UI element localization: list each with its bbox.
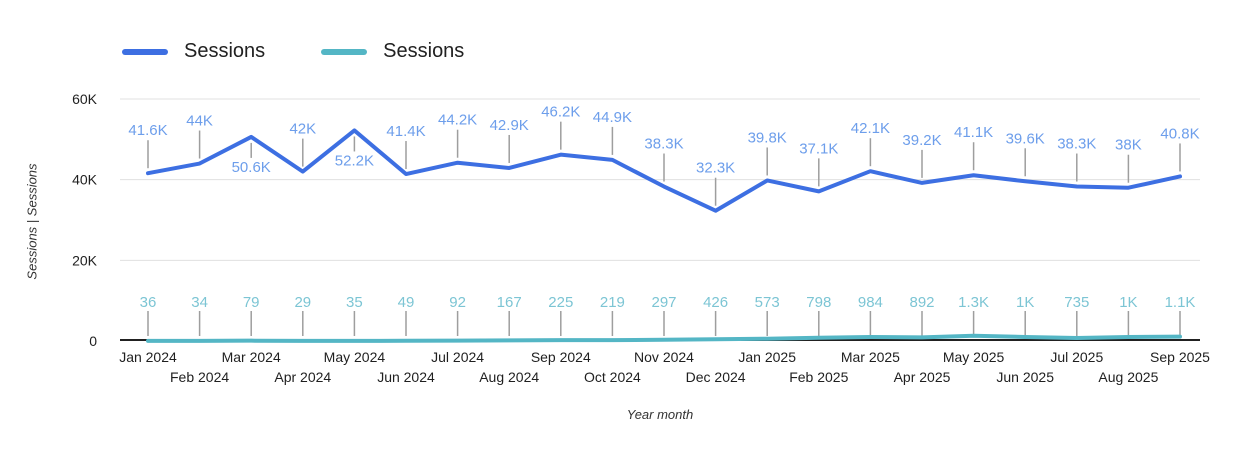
data-label: 1K bbox=[1016, 294, 1034, 311]
legend-item-sessions-2[interactable]: Sessions bbox=[321, 40, 464, 63]
data-label: 44.9K bbox=[593, 109, 632, 126]
data-label: 984 bbox=[858, 294, 883, 311]
data-label: 39.2K bbox=[902, 132, 941, 149]
y-axis-title: Sessions | Sessions bbox=[24, 163, 40, 280]
data-label: 167 bbox=[497, 294, 522, 311]
legend-swatch-blue bbox=[122, 48, 168, 55]
y-tick-label: 60K bbox=[72, 91, 98, 107]
y-tick-label: 0 bbox=[89, 333, 97, 349]
x-tick-label: Jun 2025 bbox=[996, 369, 1054, 385]
x-tick-label: May 2025 bbox=[943, 349, 1005, 365]
data-label: 1.1K bbox=[1165, 294, 1196, 311]
x-tick-label: May 2024 bbox=[324, 349, 386, 365]
x-tick-label: Jul 2025 bbox=[1050, 349, 1103, 365]
x-tick-label: Sep 2025 bbox=[1150, 349, 1210, 365]
chart-legend: Sessions Sessions bbox=[122, 40, 464, 63]
data-label: 42.1K bbox=[851, 120, 890, 137]
data-label: 50.6K bbox=[232, 159, 271, 176]
x-tick-label: Apr 2025 bbox=[894, 369, 951, 385]
series-line-sessions-blue[interactable] bbox=[146, 128, 1182, 213]
x-tick-label: Dec 2024 bbox=[686, 369, 746, 385]
series-line-sessions-teal[interactable] bbox=[146, 333, 1182, 343]
data-label: 52.2K bbox=[335, 152, 374, 169]
legend-label: Sessions bbox=[383, 40, 465, 62]
x-tick-label: Aug 2024 bbox=[479, 369, 539, 385]
data-label: 219 bbox=[600, 294, 625, 311]
data-label: 1.3K bbox=[958, 294, 989, 311]
data-label: 38.3K bbox=[644, 136, 683, 153]
data-label: 29 bbox=[294, 294, 311, 311]
x-tick-label: Sep 2024 bbox=[531, 349, 591, 365]
data-label: 36 bbox=[140, 294, 157, 311]
data-label: 225 bbox=[548, 294, 573, 311]
data-label: 41.1K bbox=[954, 124, 993, 141]
data-label: 32.3K bbox=[696, 160, 735, 177]
x-tick-label: Feb 2024 bbox=[170, 369, 229, 385]
data-label: 41.4K bbox=[386, 123, 425, 140]
data-label: 297 bbox=[651, 294, 676, 311]
legend-swatch-teal bbox=[321, 48, 368, 55]
x-tick-label: Apr 2024 bbox=[274, 369, 331, 385]
x-tick-label: Mar 2024 bbox=[222, 349, 281, 365]
data-label: 92 bbox=[449, 294, 466, 311]
data-label: 426 bbox=[703, 294, 728, 311]
x-tick-label: Nov 2024 bbox=[634, 349, 694, 365]
data-label: 39.6K bbox=[1006, 130, 1045, 147]
data-label: 49 bbox=[398, 294, 415, 311]
data-label: 44.2K bbox=[438, 112, 477, 129]
x-tick-label: Aug 2025 bbox=[1098, 369, 1158, 385]
y-tick-label: 40K bbox=[72, 172, 98, 188]
legend-label: Sessions bbox=[184, 40, 266, 62]
data-label: 37.1K bbox=[799, 140, 838, 157]
data-label: 46.2K bbox=[541, 104, 580, 121]
data-label: 39.8K bbox=[748, 129, 787, 146]
x-tick-label: Feb 2025 bbox=[789, 369, 848, 385]
data-label: 38K bbox=[1115, 137, 1142, 154]
x-tick-label: Jul 2024 bbox=[431, 349, 484, 365]
x-axis-title: Year month bbox=[626, 407, 694, 422]
x-tick-label: Mar 2025 bbox=[841, 349, 900, 365]
data-label: 79 bbox=[243, 294, 260, 311]
x-tick-label: Jun 2024 bbox=[377, 369, 435, 385]
x-tick-label: Jan 2024 bbox=[119, 349, 177, 365]
data-label: 42.9K bbox=[490, 117, 529, 134]
data-label: 42K bbox=[289, 121, 316, 138]
x-tick-label: Jan 2025 bbox=[738, 349, 796, 365]
data-label: 735 bbox=[1064, 294, 1089, 311]
data-label: 892 bbox=[909, 294, 934, 311]
data-label: 40.8K bbox=[1160, 125, 1199, 142]
data-label: 1K bbox=[1119, 294, 1137, 311]
data-label: 38.3K bbox=[1057, 136, 1096, 153]
x-tick-label: Oct 2024 bbox=[584, 369, 641, 385]
data-label: 573 bbox=[755, 294, 780, 311]
legend-item-sessions-1[interactable]: Sessions bbox=[122, 40, 265, 63]
data-label: 41.6K bbox=[128, 122, 167, 139]
data-label: 34 bbox=[191, 294, 208, 311]
data-label: 44K bbox=[186, 113, 213, 130]
data-label: 35 bbox=[346, 294, 363, 311]
data-label: 798 bbox=[806, 294, 831, 311]
y-tick-label: 20K bbox=[72, 252, 98, 268]
